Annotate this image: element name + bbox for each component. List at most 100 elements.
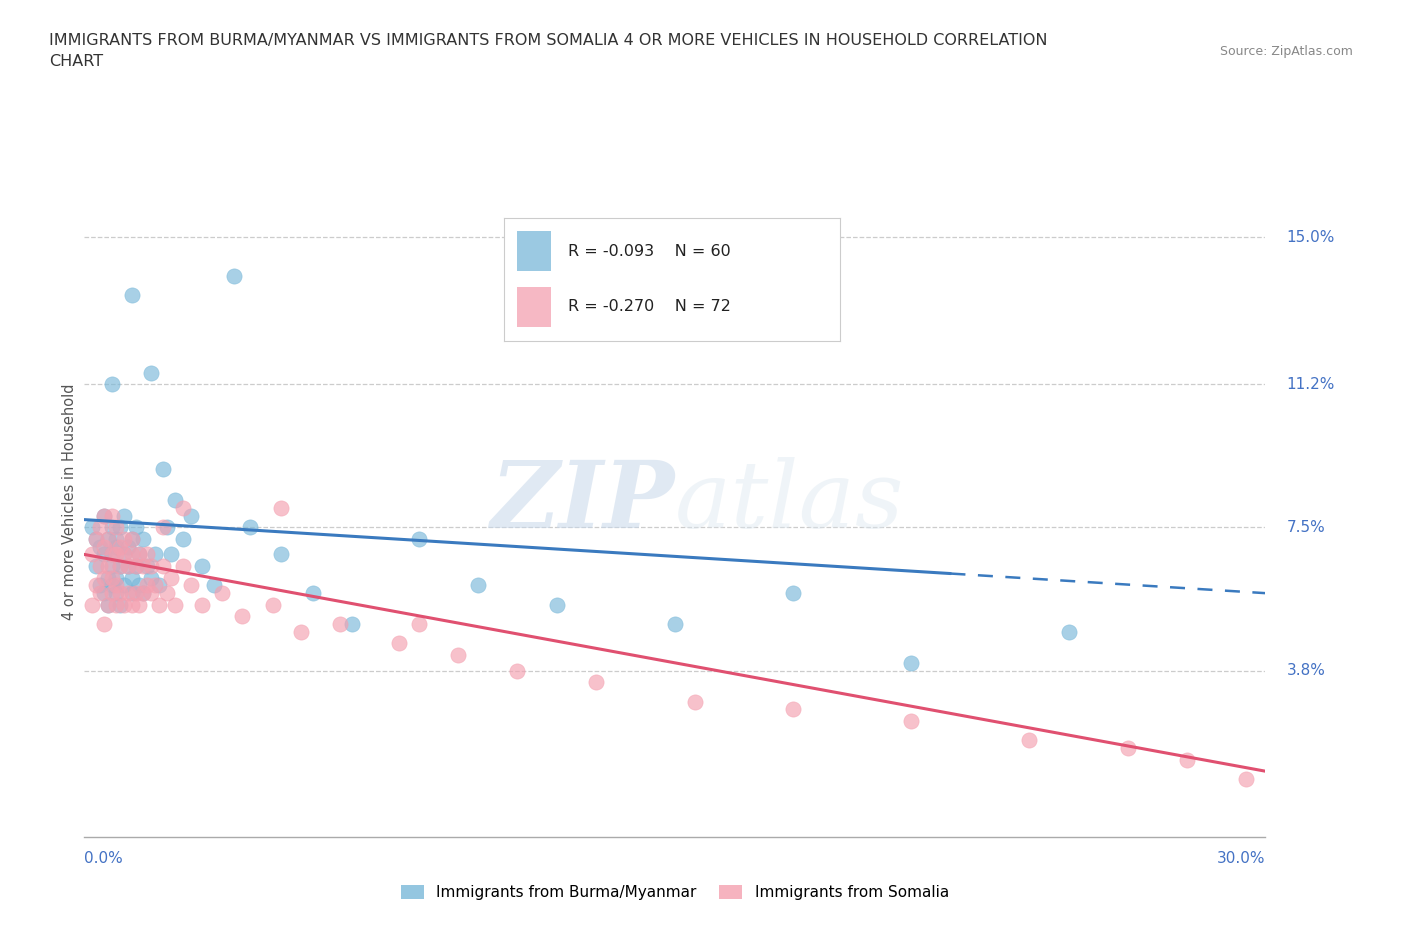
- Point: [1234, 772, 1257, 787]
- Point: [782, 702, 804, 717]
- Text: atlas: atlas: [675, 458, 904, 547]
- Point: [104, 539, 127, 554]
- Point: [108, 559, 131, 574]
- Point: [202, 578, 225, 592]
- Point: [1175, 752, 1198, 767]
- Point: [143, 547, 166, 562]
- Point: [93, 570, 115, 585]
- Point: [191, 597, 214, 612]
- Point: [270, 500, 292, 515]
- Point: [101, 559, 124, 574]
- Point: [585, 675, 607, 690]
- Point: [112, 532, 135, 547]
- Point: [152, 520, 174, 535]
- Point: [160, 570, 183, 585]
- Point: [222, 269, 245, 284]
- Point: [141, 570, 163, 585]
- Point: [112, 509, 135, 524]
- Point: [97, 570, 120, 585]
- Point: [124, 586, 146, 601]
- Point: [172, 500, 194, 515]
- Point: [156, 586, 179, 601]
- Point: [121, 532, 143, 547]
- Point: [128, 547, 150, 562]
- Point: [121, 586, 143, 601]
- Point: [84, 532, 107, 547]
- Point: [112, 547, 135, 562]
- Point: [101, 586, 124, 601]
- Point: [132, 586, 155, 601]
- Point: [108, 520, 131, 535]
- Point: [136, 559, 159, 574]
- Point: [104, 520, 127, 535]
- Point: [163, 597, 186, 612]
- Point: [104, 597, 127, 612]
- Text: 30.0%: 30.0%: [1218, 851, 1265, 866]
- Point: [262, 597, 284, 612]
- Point: [191, 559, 214, 574]
- Point: [117, 559, 139, 574]
- Text: CHART: CHART: [49, 54, 103, 69]
- Point: [408, 532, 430, 547]
- Point: [270, 547, 292, 562]
- Point: [89, 539, 111, 554]
- Point: [180, 509, 202, 524]
- Text: 0.0%: 0.0%: [84, 851, 124, 866]
- Point: [340, 617, 363, 631]
- Point: [900, 713, 922, 728]
- Point: [121, 532, 143, 547]
- Point: [172, 532, 194, 547]
- Point: [101, 547, 124, 562]
- Point: [141, 586, 163, 601]
- Point: [152, 462, 174, 477]
- Point: [160, 547, 183, 562]
- Point: [1116, 740, 1139, 755]
- Point: [108, 559, 131, 574]
- Point: [89, 559, 111, 574]
- Point: [89, 578, 111, 592]
- Point: [89, 520, 111, 535]
- Point: [128, 547, 150, 562]
- Point: [101, 547, 124, 562]
- Point: [101, 509, 124, 524]
- Point: [82, 520, 104, 535]
- Point: [447, 647, 470, 662]
- Point: [84, 578, 107, 592]
- Point: [148, 578, 170, 592]
- Point: [112, 578, 135, 592]
- Point: [108, 586, 131, 601]
- Point: [93, 539, 115, 554]
- Point: [93, 509, 115, 524]
- Text: IMMIGRANTS FROM BURMA/MYANMAR VS IMMIGRANTS FROM SOMALIA 4 OR MORE VEHICLES IN H: IMMIGRANTS FROM BURMA/MYANMAR VS IMMIGRA…: [49, 33, 1047, 47]
- Point: [1057, 624, 1080, 639]
- Point: [97, 559, 120, 574]
- Point: [104, 570, 127, 585]
- Point: [121, 570, 143, 585]
- Point: [104, 532, 127, 547]
- Point: [97, 532, 120, 547]
- Point: [121, 547, 143, 562]
- Point: [132, 532, 155, 547]
- Point: [104, 586, 127, 601]
- Point: [104, 578, 127, 592]
- Point: [82, 547, 104, 562]
- Point: [117, 559, 139, 574]
- Point: [121, 597, 143, 612]
- Point: [506, 663, 529, 678]
- Point: [97, 532, 120, 547]
- Text: 15.0%: 15.0%: [1286, 230, 1334, 245]
- Point: [104, 547, 127, 562]
- Text: 3.8%: 3.8%: [1286, 663, 1326, 678]
- Point: [211, 586, 233, 601]
- Text: 11.2%: 11.2%: [1286, 377, 1334, 392]
- Point: [782, 586, 804, 601]
- Point: [108, 597, 131, 612]
- Point: [101, 377, 124, 392]
- Point: [124, 559, 146, 574]
- Point: [231, 609, 253, 624]
- Point: [121, 287, 143, 302]
- Point: [93, 509, 115, 524]
- Point: [101, 570, 124, 585]
- Point: [290, 624, 312, 639]
- Point: [101, 578, 124, 592]
